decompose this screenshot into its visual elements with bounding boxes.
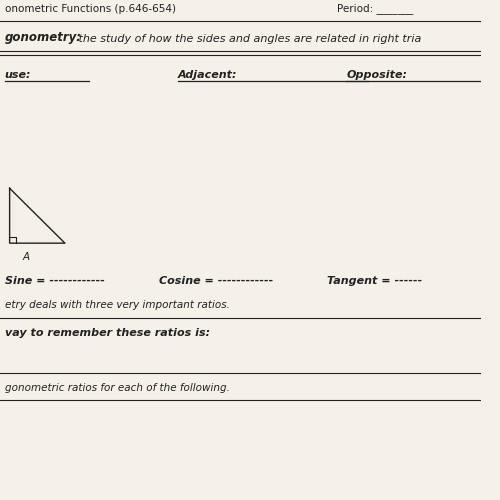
Text: onometric Functions (p.646-654): onometric Functions (p.646-654) bbox=[5, 4, 176, 14]
Text: gonometric ratios for each of the following.: gonometric ratios for each of the follow… bbox=[5, 383, 230, 393]
Text: Sine = ------------: Sine = ------------ bbox=[5, 276, 104, 285]
Text: the study of how the sides and angles are related in right tria: the study of how the sides and angles ar… bbox=[74, 34, 421, 43]
Text: Opposite:: Opposite: bbox=[346, 70, 408, 80]
Text: Cosine = ------------: Cosine = ------------ bbox=[159, 276, 273, 285]
Text: Adjacent:: Adjacent: bbox=[178, 70, 238, 80]
Text: Tangent = ------: Tangent = ------ bbox=[327, 276, 422, 285]
Text: use:: use: bbox=[5, 70, 32, 80]
Text: Period: _______: Period: _______ bbox=[336, 3, 413, 13]
Text: etry deals with three very important ratios.: etry deals with three very important rat… bbox=[5, 300, 230, 310]
Text: vay to remember these ratios is:: vay to remember these ratios is: bbox=[5, 328, 210, 338]
Text: A: A bbox=[23, 252, 30, 262]
Text: gonometry:: gonometry: bbox=[5, 30, 82, 44]
